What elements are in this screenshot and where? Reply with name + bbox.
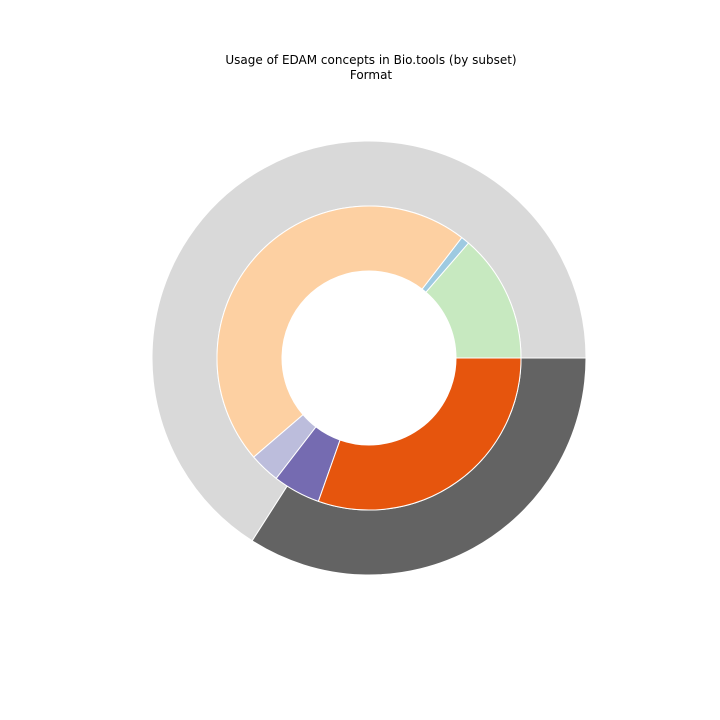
chart-subtitle-line: Format bbox=[349, 68, 393, 82]
inner-slice-6 bbox=[317, 357, 522, 511]
chart-title-line: Usage of EDAM concepts in Bio.tools (by … bbox=[225, 53, 517, 67]
inner-slice-3 bbox=[216, 205, 463, 458]
chart-title: Usage of EDAM concepts in Bio.tools (by … bbox=[0, 53, 720, 83]
inner-ring bbox=[216, 205, 522, 511]
